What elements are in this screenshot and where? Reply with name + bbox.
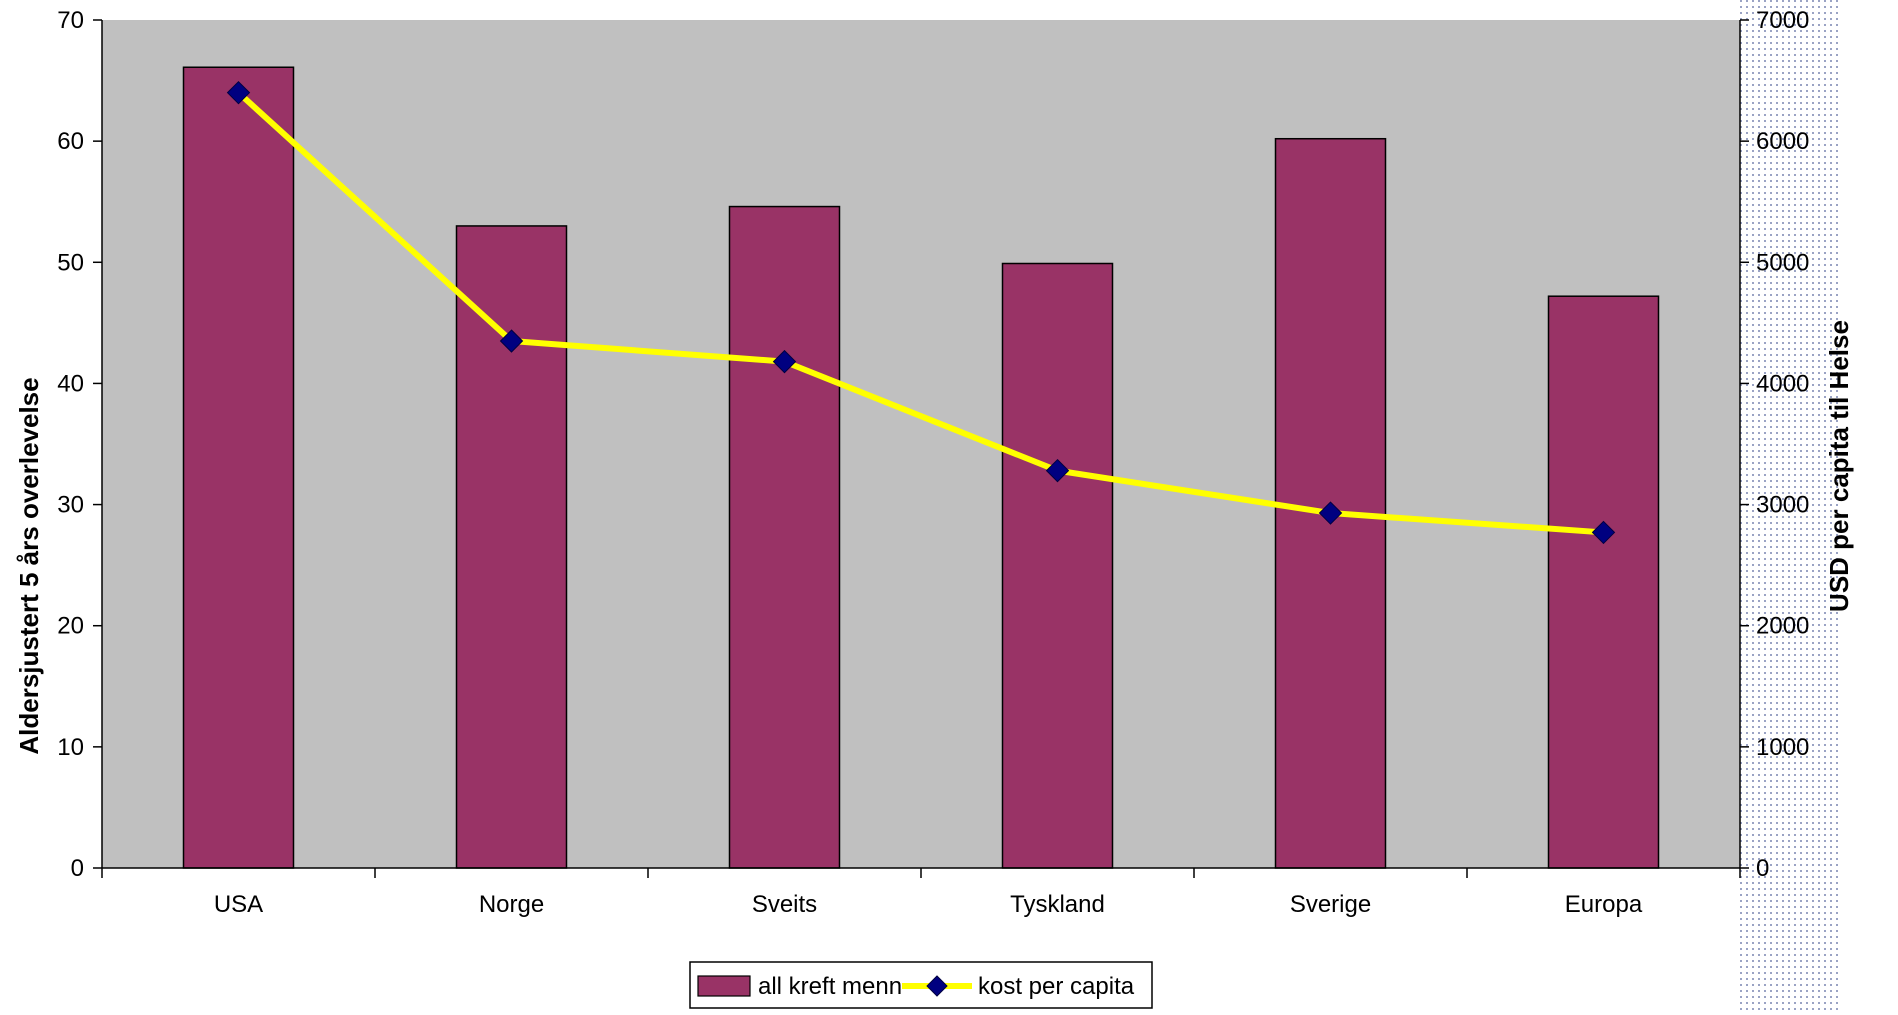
legend-bar-swatch: [697, 975, 751, 997]
left-tick-label: 20: [57, 613, 84, 640]
right-tick-label: 5000: [1756, 249, 1809, 276]
x-tick-label: Tyskland: [1010, 891, 1105, 918]
cost-line: [236, 90, 1604, 536]
bar-sveits: [728, 205, 841, 869]
left-tick-label: 70: [57, 7, 84, 34]
line-series: [226, 80, 1616, 545]
right-axis: 0 1000 2000 3000 4000 5000 6000 7000: [1739, 7, 1809, 882]
legend-marker-swatch: [926, 975, 948, 997]
right-tick-label: 2000: [1756, 613, 1809, 640]
right-tick-label: 6000: [1756, 128, 1809, 155]
x-tick-label: Sverige: [1290, 891, 1371, 918]
plot-area: [102, 20, 1740, 868]
bar-tyskland: [1001, 262, 1114, 869]
right-axis-title: USD per capita til Helse: [1824, 320, 1854, 612]
legend-label-line: kost per capita: [978, 973, 1135, 1000]
right-tick-label: 3000: [1756, 492, 1809, 519]
cost-marker-sveits: [772, 349, 797, 374]
x-axis: USA Norge Sveits Tyskland Sverige Europa: [101, 867, 1741, 918]
right-tick-label: 1000: [1756, 734, 1809, 761]
left-tick-label: 10: [57, 734, 84, 761]
right-tick-label: 4000: [1756, 370, 1809, 397]
bar-norge: [455, 225, 568, 869]
left-tick-label: 0: [71, 855, 84, 882]
x-tick-label: USA: [214, 891, 263, 918]
left-tick-label: 30: [57, 492, 84, 519]
bar-usa: [182, 66, 295, 869]
bar-europa: [1547, 295, 1660, 869]
left-axis-title: Aldersjustert 5 års overlevelse: [14, 377, 44, 754]
legend-label-bar: all kreft menn: [758, 973, 902, 1000]
cost-marker-europa: [1591, 520, 1616, 545]
left-tick-label: 50: [57, 249, 84, 276]
cost-marker-usa: [226, 80, 251, 105]
left-axis: 0 10 20 30 40 50 60 70: [57, 7, 103, 882]
cost-marker-norge: [499, 329, 524, 353]
right-tick-label: 7000: [1756, 7, 1809, 34]
right-tick-label: 0: [1756, 855, 1769, 882]
cost-marker-sverige: [1318, 501, 1343, 525]
cost-marker-tyskland: [1045, 458, 1070, 483]
x-tick-label: Sveits: [752, 891, 817, 918]
legend: all kreft menn kost per capita: [689, 961, 1153, 1009]
dotted-decoration: [1738, 0, 1838, 1010]
x-tick-label: Europa: [1565, 891, 1643, 918]
x-tick-label: Norge: [479, 891, 544, 918]
left-tick-label: 40: [57, 370, 84, 397]
left-tick-label: 60: [57, 128, 84, 155]
